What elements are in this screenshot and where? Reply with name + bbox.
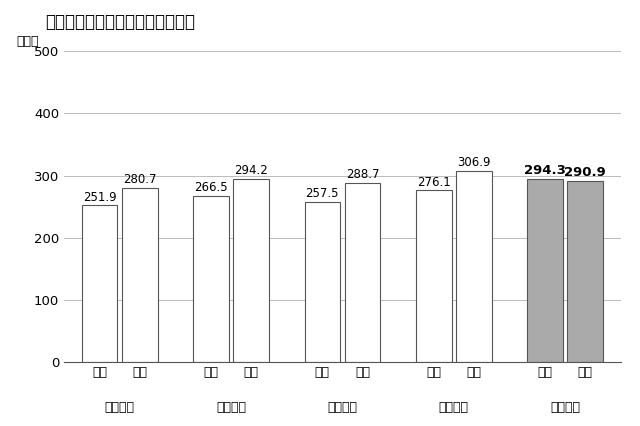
Text: 257.5: 257.5 <box>306 187 339 200</box>
Text: ３０年度: ３０年度 <box>550 401 580 414</box>
Bar <box>122 187 157 362</box>
Text: ２９年度: ２９年度 <box>439 401 468 414</box>
Bar <box>416 190 452 362</box>
Text: 276.1: 276.1 <box>417 176 451 189</box>
Bar <box>305 202 340 362</box>
Bar <box>193 196 229 362</box>
Bar <box>456 171 492 362</box>
Text: 【図】５教科の平均点の経年変化: 【図】５教科の平均点の経年変化 <box>45 13 195 31</box>
Bar <box>82 205 118 362</box>
Bar <box>344 182 380 362</box>
Text: ２７年度: ２７年度 <box>216 401 246 414</box>
Text: ２６年度: ２６年度 <box>105 401 134 414</box>
Text: ２８年度: ２８年度 <box>328 401 357 414</box>
Text: 294.3: 294.3 <box>524 164 566 177</box>
Text: 294.2: 294.2 <box>234 164 268 177</box>
Text: 266.5: 266.5 <box>194 181 228 195</box>
Text: 306.9: 306.9 <box>457 156 490 170</box>
Bar <box>233 179 269 362</box>
Text: （点）: （点） <box>17 35 39 48</box>
Text: 251.9: 251.9 <box>83 190 116 204</box>
Bar <box>527 179 563 362</box>
Text: 290.9: 290.9 <box>564 166 606 179</box>
Text: 280.7: 280.7 <box>123 173 156 186</box>
Text: 288.7: 288.7 <box>346 168 379 181</box>
Bar <box>567 181 603 362</box>
